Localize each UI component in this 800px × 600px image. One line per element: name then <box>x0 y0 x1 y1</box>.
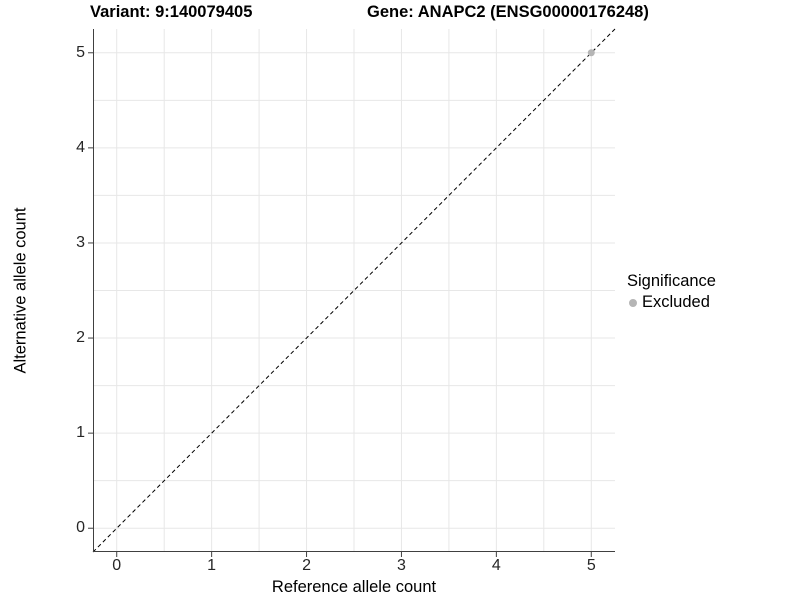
x-tick-label: 2 <box>302 557 311 574</box>
x-tick-label: 1 <box>207 557 217 574</box>
y-tick-label: 2 <box>76 329 85 347</box>
plot-panel <box>88 28 616 557</box>
legend-title: Significance <box>627 272 716 290</box>
legend: Significance Excluded <box>627 272 716 312</box>
y-tick-label: 0 <box>76 519 85 537</box>
plot-canvas <box>88 28 616 557</box>
x-tick-label: 5 <box>586 557 596 574</box>
legend-item-label: Excluded <box>642 293 710 311</box>
y-tick-label: 4 <box>76 139 85 157</box>
x-tick-label: 3 <box>397 557 406 574</box>
plot-title-gene: Gene: ANAPC2 (ENSG00000176248) <box>367 3 649 21</box>
y-axis-title: Alternative allele count <box>11 207 30 374</box>
legend-point-icon <box>629 298 637 307</box>
data-point-excluded <box>587 49 595 57</box>
x-axis-title: Reference allele count <box>271 578 437 596</box>
y-tick-label: 3 <box>76 234 85 252</box>
x-tick-label: 0 <box>112 557 122 574</box>
x-tick-label: 4 <box>491 557 501 574</box>
y-tick-label: 1 <box>76 424 85 442</box>
plot-title-variant: Variant: 9:140079405 <box>90 3 253 21</box>
legend-item-excluded: Excluded <box>629 293 716 312</box>
y-tick-label: 5 <box>76 43 85 61</box>
